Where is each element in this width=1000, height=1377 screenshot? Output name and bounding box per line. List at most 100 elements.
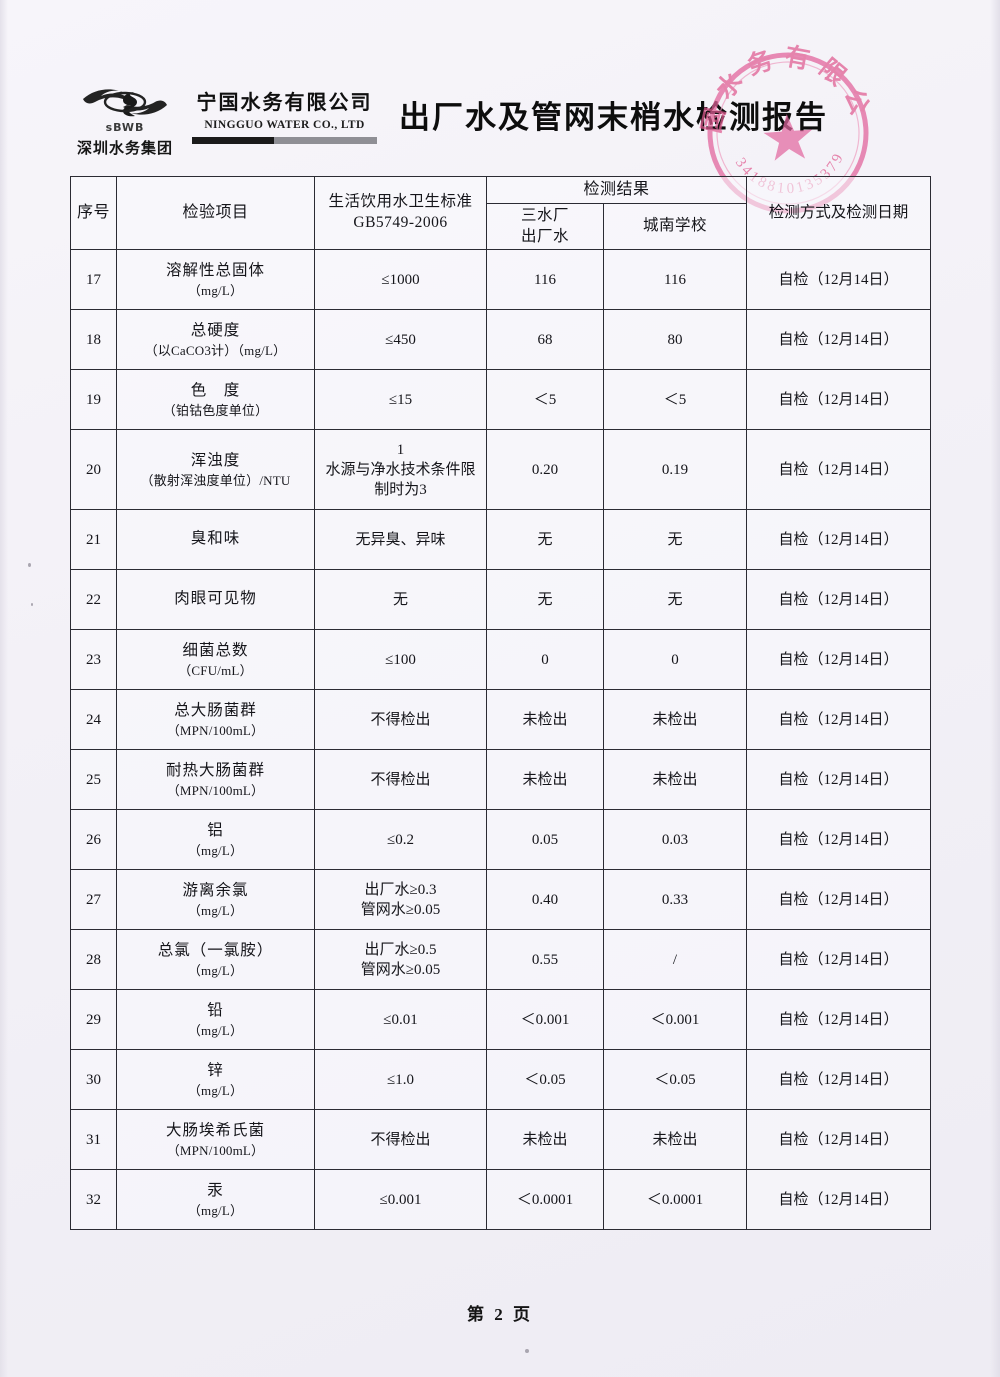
cell-sequence-number: 21: [70, 509, 117, 571]
table-row: 26 铝 （mg/L） ≤0.2 0.05 0.03 自检（12月14日）: [70, 809, 932, 871]
test-item-name: 总硬度: [190, 321, 241, 339]
test-item-name: 大肠埃希氏菌: [165, 1121, 265, 1139]
test-item-unit: （mg/L）: [187, 1022, 244, 1038]
cell-sequence-number: 32: [70, 1169, 117, 1231]
cell-sequence-number: 19: [70, 369, 117, 431]
cell-result-plant: 未检出: [486, 689, 604, 751]
cell-sequence-number: 24: [70, 689, 117, 751]
column-header-result-plant: 三水厂 出厂水: [486, 202, 604, 251]
cell-method-and-date: 自检（12月14日）: [746, 1049, 932, 1111]
cell-standard-limit: 不得检出: [314, 689, 487, 751]
cell-sequence-number: 30: [70, 1049, 117, 1111]
test-item-unit: （MPN/100mL）: [166, 722, 265, 738]
cell-test-item: 浑浊度 （散射浑浊度单位）/NTU: [116, 429, 315, 511]
logo-group-name: 深圳水务集团: [76, 141, 173, 157]
standard-limit-line: 出厂水≥0.5: [364, 941, 437, 958]
cell-test-item: 锌 （mg/L）: [116, 1049, 315, 1111]
standard-limit-line: 制时为3: [374, 482, 427, 499]
cell-result-school: ＜0.001: [602, 989, 748, 1051]
shenzhen-water-logo: sBWB 深圳水务集团: [70, 78, 180, 158]
cell-method-and-date: 自检（12月14日）: [746, 369, 932, 431]
cell-method-and-date: 自检（12月14日）: [746, 429, 932, 511]
cell-method-and-date: 自检（12月14日）: [746, 989, 932, 1051]
cell-result-plant: 0.20: [486, 429, 604, 511]
company-identity: 宁国水务有限公司 NINGGUO WATER CO., LTD: [192, 78, 377, 144]
table-row: 27 游离余氯 （mg/L） 出厂水≥0.3 管网水≥0.05 0.40 0.33 自检（12…: [70, 869, 932, 931]
test-item-unit: （铂钴色度单位）: [162, 402, 269, 418]
cell-result-plant: ＜0.05: [486, 1049, 604, 1111]
cell-result-plant: 116: [486, 249, 604, 311]
cell-result-school: 0.03: [602, 809, 748, 871]
test-item-unit: （以CaCO3计）（mg/L）: [144, 342, 287, 358]
test-item-unit: （mg/L）: [187, 282, 244, 298]
cell-result-plant: ＜0.0001: [486, 1169, 604, 1231]
cell-result-plant: 0.05: [486, 809, 604, 871]
cell-sequence-number: 18: [70, 309, 117, 371]
logo-wordmark: sBWB: [105, 121, 145, 134]
standard-limit-line: 1: [396, 441, 405, 458]
table-row: 28 总氯（一氯胺） （mg/L） 出厂水≥0.5 管网水≥0.05 0.55/自检（12…: [70, 929, 932, 991]
cell-test-item: 大肠埃希氏菌 （MPN/100mL）: [116, 1109, 315, 1171]
standard-limit-line: 水源与净水技术条件限: [325, 461, 476, 478]
scan-speck: [525, 1349, 529, 1353]
cell-result-plant: 0.55: [486, 929, 604, 991]
column-header-method: 检测方式及检测日期: [746, 175, 932, 251]
cell-sequence-number: 31: [70, 1109, 117, 1171]
cell-result-plant: 68: [486, 309, 604, 371]
cell-method-and-date: 自检（12月14日）: [746, 749, 932, 811]
cell-standard-limit: ≤0.01: [314, 989, 487, 1051]
cell-method-and-date: 自检（12月14日）: [746, 249, 932, 311]
test-item-unit: （mg/L）: [187, 902, 244, 918]
cell-result-school: 未检出: [602, 1109, 748, 1171]
cell-result-school: 0.33: [602, 869, 748, 931]
cell-method-and-date: 自检（12月14日）: [746, 509, 932, 571]
cell-standard-limit: ≤1000: [314, 249, 487, 311]
cell-method-and-date: 自检（12月14日）: [746, 689, 932, 751]
page-edge-right: [990, 0, 1000, 1377]
cell-sequence-number: 22: [70, 569, 117, 631]
test-results-table: 序号 检验项目 生活饮用水卫生标准 GB5749-2006 检测结果 检测方式及…: [70, 175, 932, 1231]
test-item-unit: （mg/L）: [187, 842, 244, 858]
test-item-unit: （MPN/100mL）: [166, 1142, 265, 1158]
cell-result-plant: 未检出: [486, 1109, 604, 1171]
company-divider-rule: [192, 137, 377, 144]
cell-sequence-number: 17: [70, 249, 117, 311]
cell-result-school: ＜5: [602, 369, 748, 431]
cell-standard-limit: ≤0.2: [314, 809, 487, 871]
cell-method-and-date: 自检（12月14日）: [746, 629, 932, 691]
table-row: 31 大肠埃希氏菌 （MPN/100mL） 不得检出 未检出 未检出 自检（12月14日）: [70, 1109, 932, 1171]
cell-standard-limit: ≤15: [314, 369, 487, 431]
cell-result-plant: 0: [486, 629, 604, 691]
test-item-unit: （mg/L）: [187, 1202, 244, 1218]
table-body: 17 溶解性总固体 （mg/L） ≤1000 116 116 自检（12月14日） 18 总硬度…: [70, 249, 932, 1231]
cell-test-item: 肉眼可见物: [116, 569, 315, 631]
cell-result-school: 未检出: [602, 689, 748, 751]
company-name-en: NINGGUO WATER CO., LTD: [204, 119, 365, 131]
test-item-unit: （MPN/100mL）: [166, 782, 265, 798]
cell-result-school: ＜0.0001: [602, 1169, 748, 1231]
cell-result-school: 80: [602, 309, 748, 371]
standard-limit-line: 出厂水≥0.3: [364, 881, 437, 898]
test-item-name: 耐热大肠菌群: [165, 761, 265, 779]
cell-sequence-number: 20: [70, 429, 117, 511]
test-item-name: 总大肠菌群: [174, 701, 257, 719]
table-header-row-1: 序号 检验项目 生活饮用水卫生标准 GB5749-2006 检测结果 检测方式及…: [70, 175, 932, 251]
cell-sequence-number: 27: [70, 869, 117, 931]
cell-test-item: 总大肠菌群 （MPN/100mL）: [116, 689, 315, 751]
standard-limit-line: 管网水≥0.05: [360, 961, 441, 978]
cell-test-item: 游离余氯 （mg/L）: [116, 869, 315, 931]
cell-method-and-date: 自检（12月14日）: [746, 1109, 932, 1171]
cell-result-school: 0.19: [602, 429, 748, 511]
result-plant-line1: 三水厂: [520, 206, 569, 224]
test-item-name: 浑浊度: [190, 451, 241, 469]
test-item-name: 铅: [207, 1001, 224, 1019]
cell-result-school: 无: [602, 569, 748, 631]
cell-test-item: 铝 （mg/L）: [116, 809, 315, 871]
cell-standard-limit: ≤450: [314, 309, 487, 371]
cell-method-and-date: 自检（12月14日）: [746, 869, 932, 931]
cell-test-item: 汞 （mg/L）: [116, 1169, 315, 1231]
cell-method-and-date: 自检（12月14日）: [746, 1169, 932, 1231]
test-item-unit: （mg/L）: [187, 962, 244, 978]
test-item-name: 铝: [207, 821, 224, 839]
table-header-row-2: 三水厂 出厂水 城南学校: [71, 202, 931, 251]
